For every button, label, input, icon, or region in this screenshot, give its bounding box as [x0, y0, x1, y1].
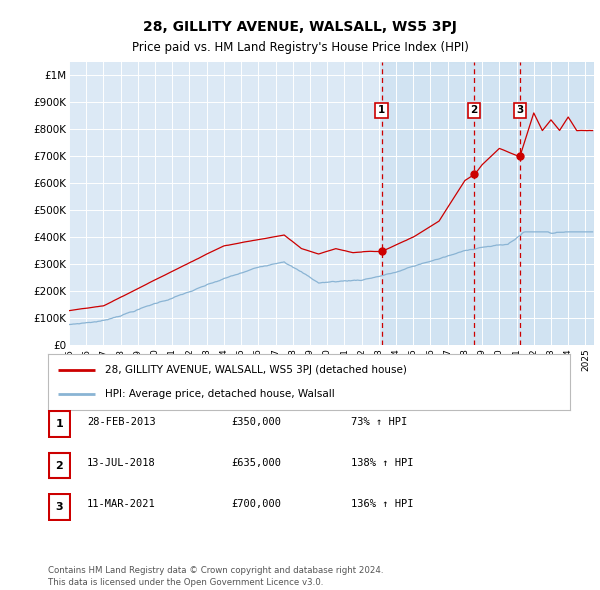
Text: 3: 3 — [516, 106, 523, 116]
Text: 1: 1 — [56, 419, 63, 429]
Text: 28-FEB-2013: 28-FEB-2013 — [87, 417, 156, 427]
Text: 138% ↑ HPI: 138% ↑ HPI — [351, 458, 413, 468]
FancyBboxPatch shape — [49, 411, 70, 437]
Text: 28, GILLITY AVENUE, WALSALL, WS5 3PJ: 28, GILLITY AVENUE, WALSALL, WS5 3PJ — [143, 19, 457, 34]
Text: Contains HM Land Registry data © Crown copyright and database right 2024.
This d: Contains HM Land Registry data © Crown c… — [48, 566, 383, 587]
Text: 73% ↑ HPI: 73% ↑ HPI — [351, 417, 407, 427]
Text: £635,000: £635,000 — [231, 458, 281, 468]
FancyBboxPatch shape — [49, 494, 70, 520]
FancyBboxPatch shape — [49, 453, 70, 478]
Bar — [382, 62, 594, 345]
Text: £350,000: £350,000 — [231, 417, 281, 427]
Text: 1: 1 — [378, 106, 385, 116]
Text: 2: 2 — [56, 461, 63, 470]
Text: 11-MAR-2021: 11-MAR-2021 — [87, 500, 156, 509]
Text: 13-JUL-2018: 13-JUL-2018 — [87, 458, 156, 468]
Text: 2: 2 — [470, 106, 478, 116]
Text: HPI: Average price, detached house, Walsall: HPI: Average price, detached house, Wals… — [106, 389, 335, 399]
Text: 28, GILLITY AVENUE, WALSALL, WS5 3PJ (detached house): 28, GILLITY AVENUE, WALSALL, WS5 3PJ (de… — [106, 365, 407, 375]
Text: Price paid vs. HM Land Registry's House Price Index (HPI): Price paid vs. HM Land Registry's House … — [131, 41, 469, 54]
Text: 136% ↑ HPI: 136% ↑ HPI — [351, 500, 413, 509]
Text: £700,000: £700,000 — [231, 500, 281, 509]
Text: 3: 3 — [56, 502, 63, 512]
